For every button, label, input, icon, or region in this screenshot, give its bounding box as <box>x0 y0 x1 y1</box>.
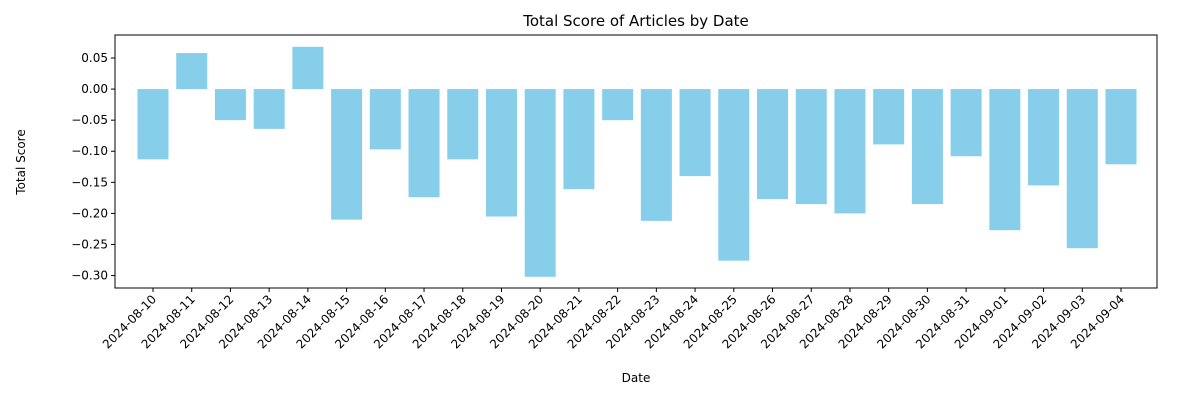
y-tick-label: −0.25 <box>71 237 108 251</box>
chart-title: Total Score of Articles by Date <box>522 12 749 30</box>
bar <box>292 46 324 90</box>
bar <box>718 89 750 261</box>
bar <box>214 89 246 121</box>
y-tick-label: −0.30 <box>71 269 108 283</box>
bar <box>485 89 517 217</box>
bar <box>950 89 982 157</box>
y-ticks-group: 0.05 0.00 −0.05 −0.10 −0.15 −0.20 −0.25 −0.30 <box>71 51 115 283</box>
x-ticks-group: 2024-08-102024-08-112024-08-122024-08-13… <box>100 288 1127 351</box>
bar <box>1066 89 1098 249</box>
bar <box>369 89 401 150</box>
bar <box>873 89 905 145</box>
bar <box>1105 89 1137 165</box>
bar <box>253 89 285 129</box>
bar <box>408 89 440 198</box>
bar <box>1028 89 1060 186</box>
bars-group <box>137 46 1137 277</box>
bar <box>447 89 479 160</box>
bar <box>834 89 866 214</box>
bar <box>524 89 556 277</box>
bar <box>795 89 827 205</box>
bar <box>911 89 943 205</box>
bar <box>679 89 711 177</box>
y-tick-label: 0.05 <box>81 51 108 65</box>
bar <box>989 89 1021 231</box>
y-tick-label: −0.10 <box>71 144 108 158</box>
bar <box>137 89 169 160</box>
plot-frame <box>114 34 1158 289</box>
y-tick-label: 0.00 <box>81 82 108 96</box>
bar <box>640 89 672 221</box>
bar <box>331 89 363 220</box>
bar <box>176 53 208 90</box>
bar <box>757 89 789 200</box>
bar <box>602 89 634 121</box>
y-tick-label: −0.15 <box>71 175 108 189</box>
bar <box>563 89 595 190</box>
x-axis-label: Date <box>622 371 651 385</box>
y-tick-label: −0.20 <box>71 206 108 220</box>
y-axis-label: Total Score <box>14 129 28 195</box>
y-tick-label: −0.05 <box>71 113 108 127</box>
